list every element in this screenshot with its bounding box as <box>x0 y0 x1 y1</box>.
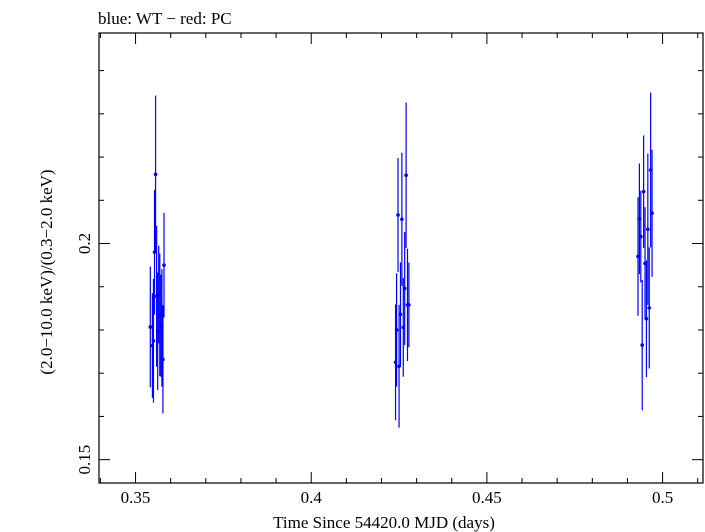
data-point <box>404 173 408 178</box>
x-axis-label: Time Since 54420.0 MJD (days) <box>273 513 495 532</box>
data-point <box>639 234 643 239</box>
x-tick-label: 0.35 <box>121 488 151 507</box>
data-point <box>161 357 165 362</box>
data-point <box>148 325 153 329</box>
y-axis: 0.15 0.2 <box>75 70 703 475</box>
data-point <box>400 217 404 222</box>
data-point <box>407 303 411 307</box>
x-tick-label: 0.5 <box>652 488 673 507</box>
data-point <box>641 189 646 194</box>
data-point <box>647 306 652 310</box>
data-point <box>644 316 649 321</box>
data-point <box>402 286 407 291</box>
data-point <box>650 211 654 216</box>
y-tick-label: 0.15 <box>75 445 94 475</box>
x-tick-label: 0.45 <box>472 488 502 507</box>
plot-frame <box>98 32 704 484</box>
x-axis: 0.35 0.4 0.45 0.5 <box>99 33 699 507</box>
data-point <box>646 227 650 232</box>
data-point <box>394 328 399 332</box>
y-axis-label: (2.0−10.0 keV)/(0.3−2.0 keV) <box>37 169 56 374</box>
data-point <box>396 213 400 217</box>
y-tick-label: 0.2 <box>75 233 94 254</box>
chart-title: blue: WT − red: PC <box>98 9 232 28</box>
data-point <box>162 263 166 267</box>
data-point <box>640 343 645 347</box>
data-point <box>398 312 403 317</box>
data-point <box>153 172 158 177</box>
data-point <box>151 338 156 343</box>
data-series-wt <box>148 92 654 428</box>
x-tick-label: 0.4 <box>301 488 323 507</box>
